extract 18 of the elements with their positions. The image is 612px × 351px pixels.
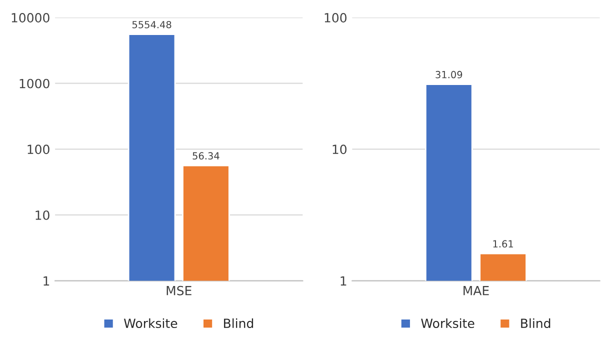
x-tick-label: MSE [166,286,192,296]
data-label: 56.34 [192,152,220,160]
legend-label: Blind [521,318,550,328]
data-label: 31.09 [436,70,462,78]
data-label: 1.61 [493,240,513,248]
y-tick-label: 1000 [20,78,50,88]
y-tick-label: 100 [28,144,50,154]
y-tick-label: 10 [36,210,50,220]
legend-label: Worksite [421,318,474,328]
legend-label: Worksite [124,318,178,328]
y-tick-label: 100 [324,13,346,22]
y-tick-label: 10 [332,144,346,154]
y-tick-label: 1 [340,276,346,286]
y-tick-label: 10000 [12,13,50,22]
legend-label: Blind [224,318,254,328]
y-tick-label: 1 [44,276,50,286]
x-tick-label: MAE [464,286,489,296]
data-label: 5554.48 [132,20,172,28]
